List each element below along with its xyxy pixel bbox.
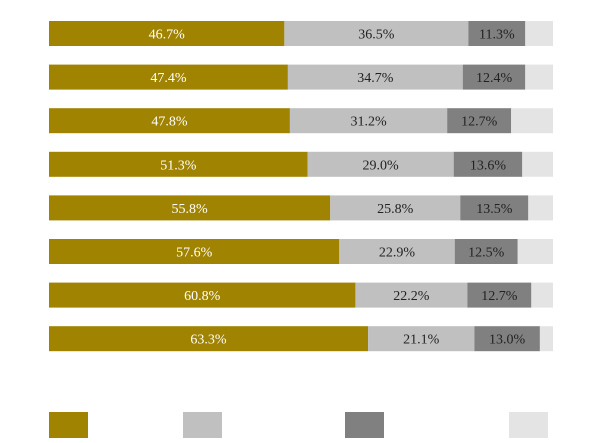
legend-swatch (183, 412, 222, 438)
bar-segment (462, 64, 526, 90)
data-label: 29.0% (363, 158, 400, 173)
bar-segment (528, 195, 553, 221)
bar-segment (474, 326, 540, 352)
bar-segment (287, 64, 463, 90)
data-label: 12.7% (461, 115, 498, 130)
legend (49, 412, 548, 438)
bar-segment (307, 151, 454, 177)
data-label: 12.7% (481, 289, 518, 304)
data-label: 51.3% (160, 158, 197, 173)
bar-segment (49, 21, 285, 46)
data-label: 47.8% (151, 115, 188, 130)
data-label: 21.1% (403, 333, 440, 348)
bar-segment (453, 151, 523, 177)
bar-row: 46.7% 36.5% 11.3% (49, 21, 553, 46)
data-label: 31.2% (350, 115, 387, 130)
bar-segment (539, 326, 553, 352)
data-label: 13.6% (470, 158, 507, 173)
data-label: 12.5% (468, 246, 505, 261)
bar-row: 47.4% 34.7% 12.4% (49, 64, 553, 90)
data-label: 22.2% (393, 289, 430, 304)
bar-row: 57.6% 22.9% 12.5% (49, 239, 553, 264)
bar-segment (467, 282, 532, 308)
data-label: 13.5% (476, 202, 513, 217)
data-label: 36.5% (358, 28, 395, 43)
bar-row: 55.8% 25.8% 13.5% (49, 195, 553, 221)
data-label: 11.3% (479, 28, 515, 43)
bar-segment (531, 282, 553, 308)
bar-segment (49, 326, 369, 352)
legend-swatch (509, 412, 548, 438)
bar-segment (517, 239, 553, 264)
bar-segment (525, 64, 553, 90)
bar-row: 47.8% 31.2% 12.7% (49, 108, 553, 134)
data-label: 47.4% (150, 71, 187, 86)
bar-segment (49, 239, 340, 264)
bar-segment (339, 239, 455, 264)
bar-segment (355, 282, 468, 308)
data-label: 60.8% (184, 289, 221, 304)
bar-segment (49, 151, 308, 177)
bar-segment (49, 64, 288, 90)
bar-segment (368, 326, 475, 352)
data-label: 13.0% (489, 333, 526, 348)
bar-segment (447, 108, 512, 134)
data-label: 22.9% (379, 246, 416, 261)
bar-row: 63.3% 21.1% 13.0% (49, 326, 553, 352)
bar-row: 60.8% 22.2% 12.7% (49, 282, 553, 308)
bar-segment (522, 151, 553, 177)
bar-segment (284, 21, 469, 46)
bar-segment (511, 108, 553, 134)
data-label: 57.6% (176, 246, 213, 261)
legend-swatch (345, 412, 384, 438)
data-label: 34.7% (357, 71, 394, 86)
data-label: 55.8% (172, 202, 209, 217)
data-label: 25.8% (377, 202, 414, 217)
bar-segment (49, 195, 331, 221)
bar-segment (49, 108, 290, 134)
bar-segment (460, 195, 529, 221)
bar-segment (525, 21, 553, 46)
bar-segment (468, 21, 526, 46)
bar-row: 51.3% 29.0% 13.6% (49, 151, 553, 177)
bar-segment (289, 108, 448, 134)
bars-layer: 46.7% 36.5% 11.3% 47.4% 34.7% 12.4% 47.8% 31.2%… (49, 21, 553, 352)
legend-swatch (49, 412, 88, 438)
data-label: 46.7% (149, 28, 186, 43)
bar-segment (330, 195, 461, 221)
bar-segment (454, 239, 518, 264)
bar-segment (49, 282, 356, 308)
data-label: 63.3% (190, 333, 227, 348)
data-label: 12.4% (476, 71, 513, 86)
